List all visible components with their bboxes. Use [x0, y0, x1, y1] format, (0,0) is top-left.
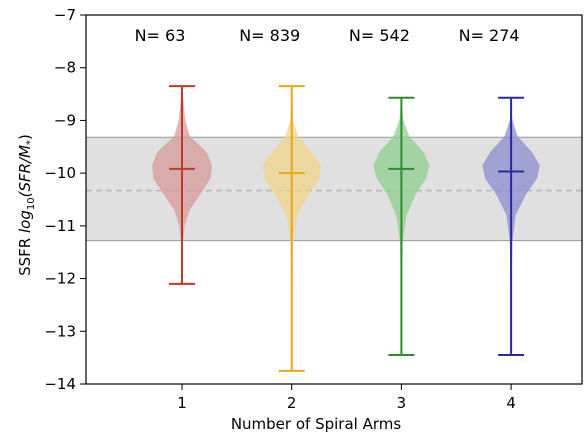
y-axis-label-close: )	[16, 134, 34, 140]
y-tick-label: −7	[54, 6, 76, 24]
y-axis-label-sub: 10	[26, 197, 37, 210]
n-label-4: N= 274	[459, 26, 520, 45]
y-tick-label: −12	[44, 270, 76, 288]
y-axis-label-paren: (SFR/M	[16, 145, 34, 197]
y-tick-label: −14	[44, 375, 76, 393]
y-axis-label-math: log	[16, 210, 34, 233]
y-tick-label: −13	[44, 322, 76, 340]
x-tick-label: 1	[177, 394, 187, 412]
x-tick-label: 3	[397, 394, 407, 412]
y-tick-label: −11	[44, 217, 76, 235]
x-tick-label: 2	[287, 394, 297, 412]
y-tick-label: −10	[44, 164, 76, 182]
n-label-3: N= 542	[349, 26, 410, 45]
x-axis-label: Number of Spiral Arms	[231, 415, 402, 433]
plot-frame	[85, 14, 583, 385]
y-axis-label: SSFR log10(SFR/M*)	[16, 134, 37, 276]
y-axis-label-star: *	[25, 140, 36, 145]
x-tick-label: 4	[506, 394, 516, 412]
y-axis-label-prefix: SSFR	[16, 233, 34, 276]
y-tick-label: −9	[54, 111, 76, 129]
n-label-2: N= 839	[239, 26, 300, 45]
n-label-1: N= 63	[135, 26, 186, 45]
y-tick-label: −8	[54, 59, 76, 77]
